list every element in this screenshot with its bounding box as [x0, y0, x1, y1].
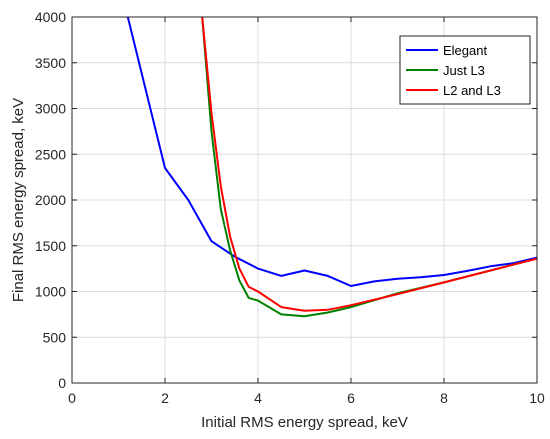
y-tick-label: 2500	[35, 146, 66, 162]
legend-label: Just L3	[443, 63, 485, 78]
x-tick-label: 0	[68, 390, 76, 406]
x-tick-label: 8	[440, 390, 448, 406]
ticks	[71, 16, 538, 384]
y-tick-label: 1000	[35, 284, 66, 300]
x-tick-label: 2	[161, 390, 169, 406]
x-tick-label: 6	[347, 390, 355, 406]
y-tick-label: 3000	[35, 101, 66, 117]
series-line-l2-and-l3	[201, 17, 537, 312]
y-tick-label: 500	[43, 329, 67, 345]
y-tick-label: 2000	[35, 192, 66, 208]
series-layer	[126, 17, 537, 318]
legend-label: Elegant	[443, 43, 487, 58]
legend-label: L2 and L3	[443, 83, 501, 98]
y-tick-label: 0	[58, 375, 66, 391]
y-tick-label: 4000	[35, 9, 66, 25]
y-tick-label: 3500	[35, 55, 66, 71]
x-tick-label: 4	[254, 390, 262, 406]
x-axis-label: Initial RMS energy spread, keV	[201, 414, 408, 431]
x-tick-label: 10	[529, 390, 545, 406]
y-tick-label: 1500	[35, 238, 66, 254]
y-axis-label: Final RMS energy spread, keV	[10, 98, 27, 302]
series-line-elegant	[126, 17, 537, 287]
legend: Elegant Just L3 L2 and L3	[399, 35, 531, 105]
tick-labels: 0 2 4 6 8 10 0 500 1000 1500 2000 2500 3000 3500 4000	[35, 9, 545, 406]
